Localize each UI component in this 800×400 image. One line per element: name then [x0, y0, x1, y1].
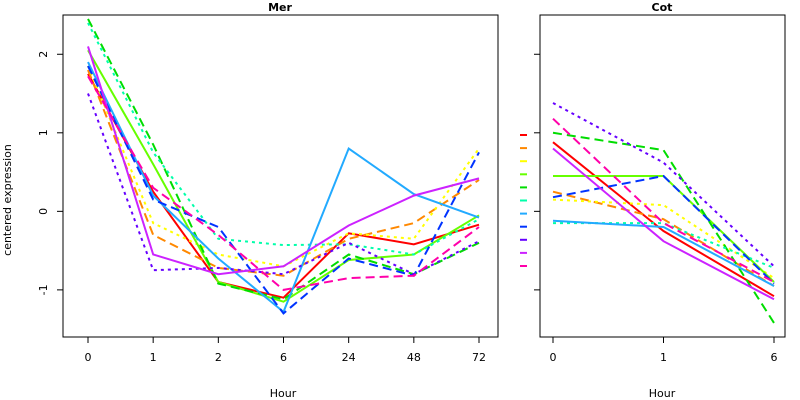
series-line-9 [552, 102, 775, 268]
cot-panel-title: Cot [652, 1, 673, 14]
series-line-11 [87, 75, 480, 291]
x-tick-label: 24 [342, 351, 356, 364]
series-line-6 [87, 22, 480, 256]
series-line-2 [87, 69, 480, 277]
series-line-9 [87, 93, 480, 276]
series-line-10 [87, 46, 480, 276]
series-line-7 [552, 219, 775, 287]
series-line-10 [552, 147, 775, 301]
mer-panel-title: Mer [268, 1, 292, 14]
cot-x-axis-label: Hour [649, 387, 676, 400]
legend [520, 134, 527, 267]
series-line-8 [552, 174, 775, 285]
x-tick-label: 72 [472, 351, 486, 364]
x-tick-label: 2 [215, 351, 222, 364]
x-tick-label: 1 [660, 351, 667, 364]
x-tick-label: 0 [550, 351, 557, 364]
y-tick-label: 0 [37, 208, 50, 215]
mer-panel-frame [62, 14, 499, 338]
x-tick-label: 6 [771, 351, 778, 364]
series-line-2 [552, 190, 775, 287]
y-tick-label: 1 [37, 129, 50, 136]
x-tick-label: 6 [280, 351, 287, 364]
series-line-11 [552, 117, 775, 283]
mer-x-axis-label: Hour [270, 387, 297, 400]
x-tick-label: 48 [407, 351, 421, 364]
cot-panel-frame [539, 14, 786, 338]
y-tick-label: -1 [37, 284, 50, 295]
x-tick-label: 0 [85, 351, 92, 364]
series-line-5 [87, 18, 480, 301]
series-line-1 [87, 73, 480, 299]
y-axis-label: centered expression [1, 144, 14, 256]
series-line-1 [552, 141, 775, 298]
x-tick-label: 1 [150, 351, 157, 364]
y-tick-label: 2 [37, 51, 50, 58]
